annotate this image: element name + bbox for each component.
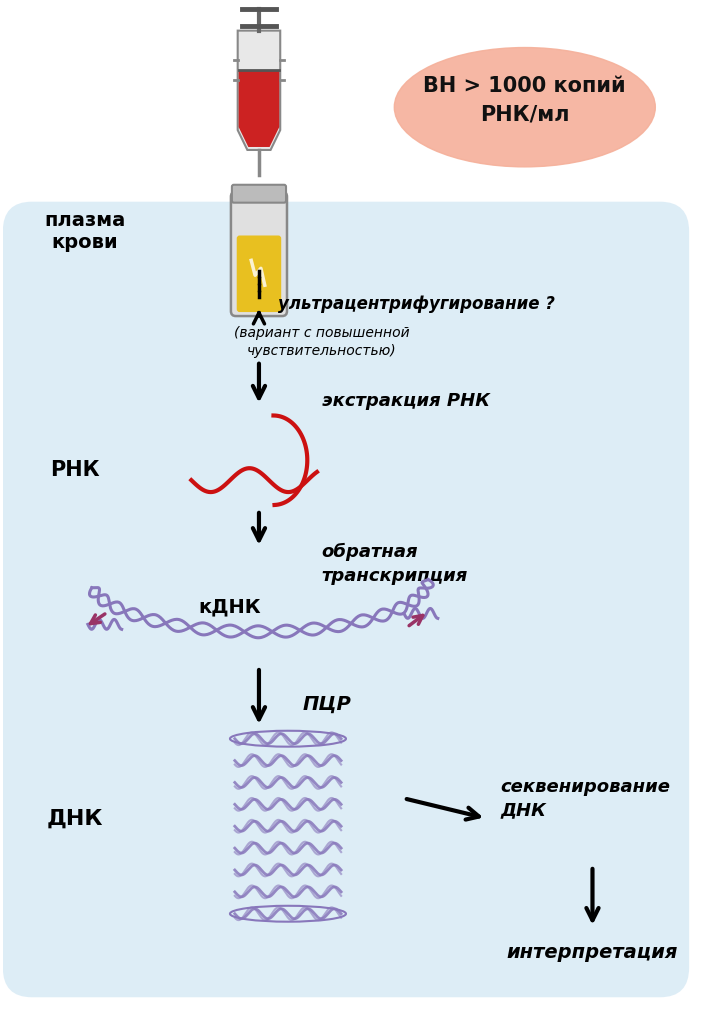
Text: кДНК: кДНК <box>198 598 261 617</box>
FancyBboxPatch shape <box>3 202 689 997</box>
Text: РНК: РНК <box>50 461 100 480</box>
Text: ДНК: ДНК <box>47 808 104 828</box>
Ellipse shape <box>395 47 656 167</box>
Text: ВН > 1000 копий
РНК/мл: ВН > 1000 копий РНК/мл <box>424 76 626 124</box>
Text: экстракция РНК: экстракция РНК <box>322 392 490 410</box>
FancyBboxPatch shape <box>232 185 286 203</box>
Text: ультрацентрифугирование ?: ультрацентрифугирование ? <box>278 295 555 313</box>
Text: интерпретация: интерпретация <box>507 943 678 962</box>
Polygon shape <box>239 71 279 147</box>
Text: обратная
транскрипция: обратная транскрипция <box>322 542 468 585</box>
Text: ПЦР: ПЦР <box>302 695 351 713</box>
FancyBboxPatch shape <box>237 235 281 312</box>
Polygon shape <box>237 30 280 149</box>
Text: (вариант с повышенной
чувствительностью): (вариант с повышенной чувствительностью) <box>234 326 410 359</box>
Text: секвенирование
ДНК: секвенирование ДНК <box>501 778 670 819</box>
Text: плазма
крови: плазма крови <box>44 211 126 252</box>
FancyBboxPatch shape <box>231 192 287 316</box>
